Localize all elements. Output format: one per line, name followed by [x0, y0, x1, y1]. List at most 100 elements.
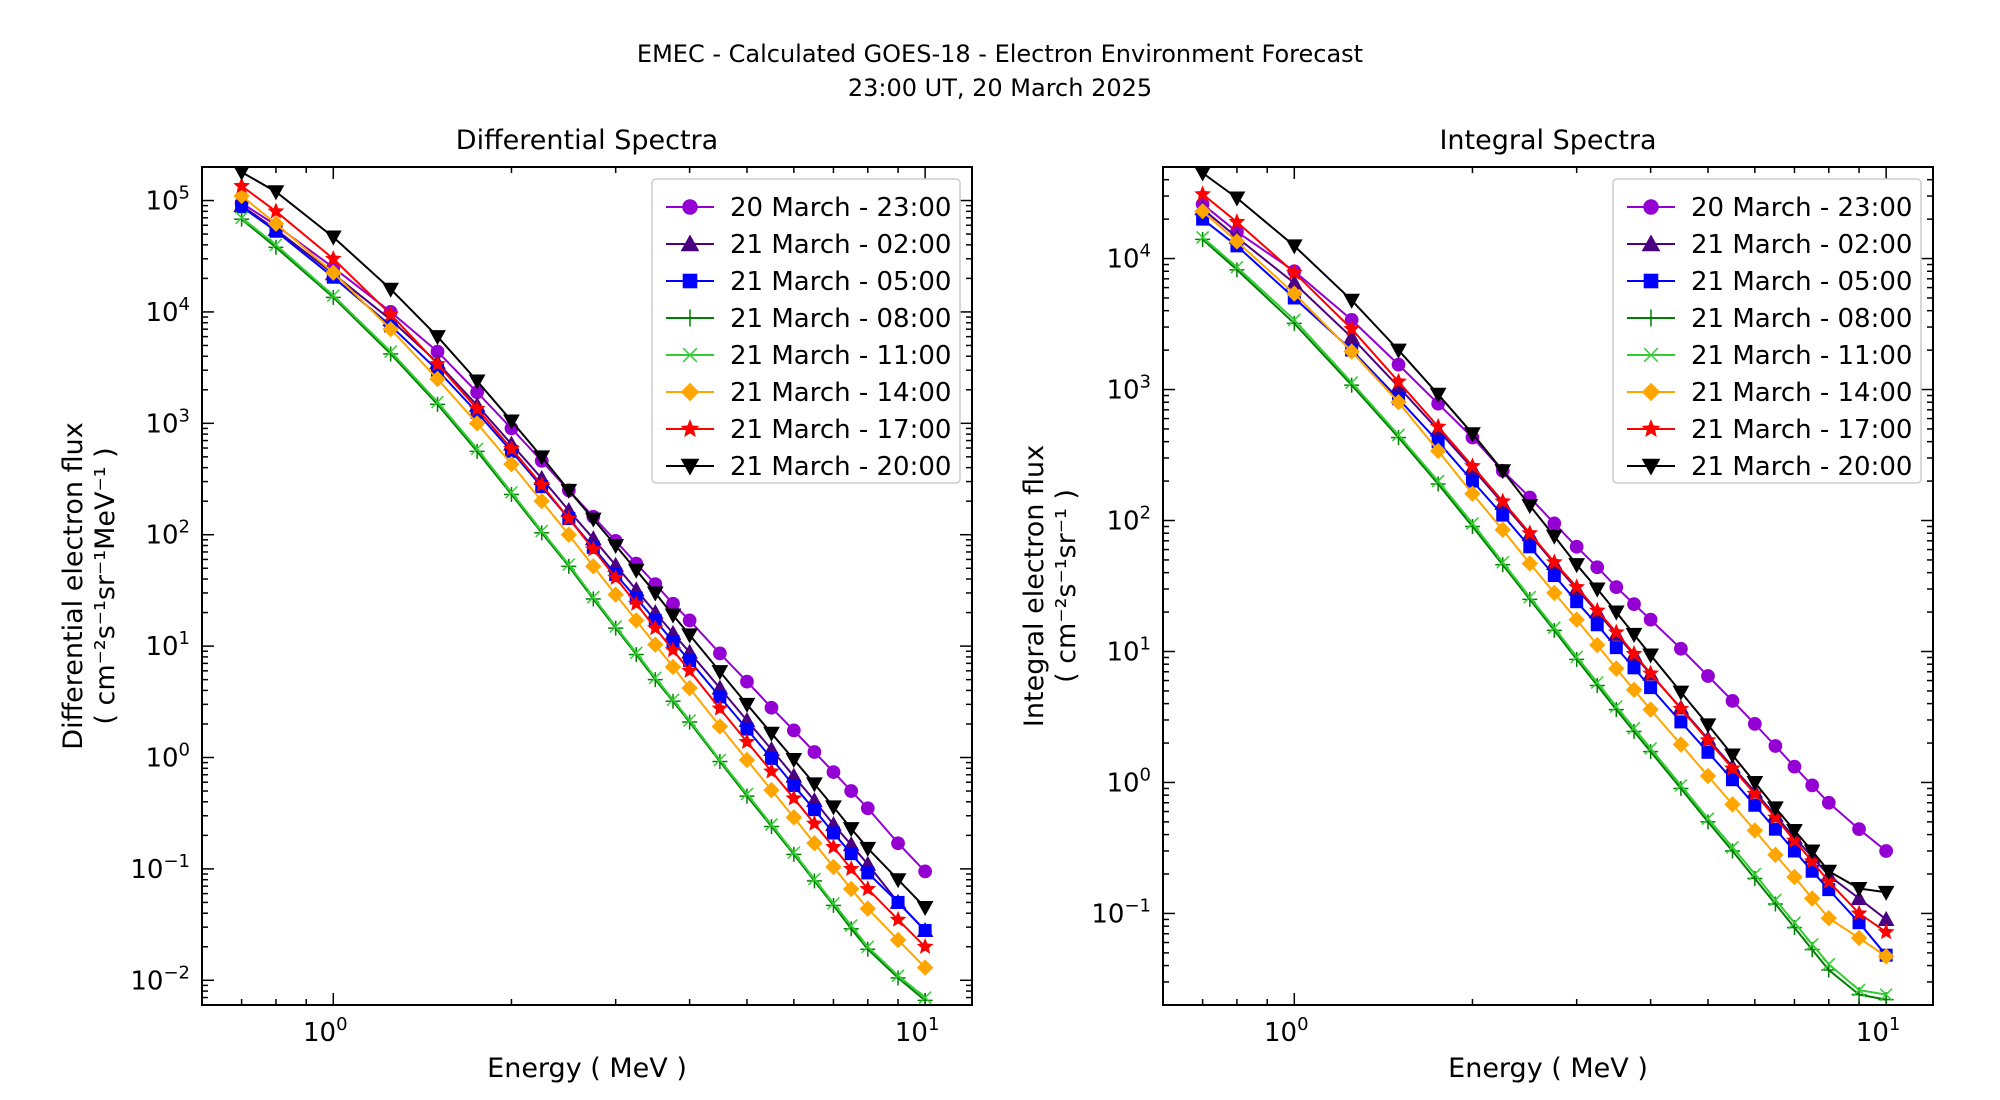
integral-chart-title: Integral Spectra — [1439, 125, 1656, 156]
integral-data-point — [1820, 872, 1838, 889]
integral-x-tick-label: 101 — [1856, 1014, 1901, 1048]
integral-y-axis-label: Integral electron flux — [1019, 445, 1050, 727]
differential-series-3 — [234, 211, 933, 1005]
integral-data-point — [1607, 623, 1625, 640]
integral-data-point — [1643, 612, 1658, 627]
integral-data-point — [1494, 464, 1512, 480]
differential-y-axis-label: Differential electron flux — [58, 422, 89, 749]
differential-legend-marker — [682, 199, 698, 215]
differential-data-point — [763, 819, 779, 835]
differential-data-point — [533, 492, 550, 510]
differential-axes-frame — [201, 166, 973, 1006]
differential-data-point — [382, 282, 400, 298]
integral-data-point — [1767, 801, 1784, 817]
differential-data-point — [325, 289, 341, 305]
integral-data-point — [1643, 744, 1659, 760]
integral-data-point — [1430, 476, 1446, 492]
integral-data-point — [1494, 521, 1511, 538]
differential-data-point — [562, 557, 576, 572]
integral-data-point — [1590, 560, 1605, 575]
integral-data-point — [1521, 555, 1539, 572]
differential-data-point — [560, 509, 578, 526]
integral-data-point — [1701, 745, 1715, 759]
differential-data-point — [682, 613, 697, 628]
differential-legend-label: 21 March - 11:00 — [730, 341, 951, 371]
differential-data-point — [324, 230, 342, 246]
integral-legend-marker — [1641, 458, 1661, 476]
differential-data-point — [859, 880, 877, 897]
differential-data-point — [844, 784, 859, 798]
differential-data-point — [859, 841, 877, 857]
integral-data-point — [1228, 213, 1246, 230]
integral-data-point — [1521, 499, 1539, 515]
differential-data-point — [918, 991, 932, 1005]
differential-data-point — [627, 563, 645, 579]
integral-data-point — [1767, 846, 1784, 864]
integral-legend-marker — [1643, 199, 1659, 215]
integral-data-point — [1877, 885, 1895, 901]
integral-data-point — [1391, 357, 1406, 372]
integral-data-point — [1699, 767, 1717, 785]
differential-data-point — [503, 486, 519, 502]
integral-legend-marker — [1642, 309, 1660, 327]
differential-legend-label: 21 March - 20:00 — [730, 452, 951, 482]
integral-data-point — [1589, 636, 1606, 654]
differential-data-point — [785, 752, 803, 769]
differential-legend-entry: 21 March - 08:00 — [666, 304, 951, 334]
integral-data-point — [1746, 775, 1764, 791]
integral-data-point — [1286, 285, 1303, 302]
integral-data-point — [1390, 343, 1407, 359]
differential-legend-entry: 21 March - 05:00 — [666, 267, 951, 297]
integral-data-point — [1672, 685, 1690, 701]
differential-data-point — [234, 211, 250, 227]
integral-data-point — [1228, 233, 1246, 250]
differential-series-7 — [234, 167, 934, 917]
differential-data-point — [806, 835, 823, 852]
integral-data-point — [1674, 715, 1688, 729]
differential-data-point — [560, 526, 578, 543]
differential-data-point — [738, 733, 756, 750]
differential-chart-title: Differential Spectra — [456, 125, 718, 156]
differential-data-point — [383, 346, 399, 362]
differential-data-point — [918, 864, 933, 879]
differential-y-tick-label: 101 — [145, 628, 190, 662]
differential-data-point — [711, 699, 729, 716]
differential-data-point — [646, 586, 664, 602]
integral-legend-label: 21 March - 17:00 — [1691, 415, 1912, 445]
figure-title-line1: EMEC - Calculated GOES-18 - Electron Env… — [636, 40, 1364, 68]
differential-data-point — [785, 809, 803, 826]
integral-data-point — [1820, 909, 1837, 927]
integral-legend-label: 21 March - 08:00 — [1691, 304, 1912, 334]
differential-data-point — [861, 866, 875, 880]
differential-data-point — [739, 788, 755, 804]
differential-data-point — [647, 672, 663, 688]
integral-legend-entry: 21 March - 14:00 — [1627, 378, 1912, 408]
differential-legend-label: 20 March - 23:00 — [730, 193, 951, 223]
integral-data-point — [1768, 739, 1783, 753]
integral-data-point — [1496, 508, 1510, 522]
differential-data-point — [806, 814, 823, 831]
differential-data-point — [807, 803, 821, 817]
integral-data-point — [1607, 605, 1625, 621]
integral-data-point — [1674, 641, 1688, 656]
integral-data-point — [1644, 741, 1658, 755]
differential-data-point — [534, 525, 550, 541]
differential-series-4 — [235, 211, 932, 1005]
differential-data-point — [233, 177, 251, 194]
integral-data-point — [1590, 618, 1604, 632]
differential-data-point — [859, 900, 876, 917]
differential-data-point — [607, 586, 624, 603]
integral-y-tick-label: 103 — [1106, 372, 1151, 406]
integral-data-point — [1523, 590, 1537, 604]
integral-data-point — [1699, 731, 1717, 748]
integral-legend-marker — [1641, 419, 1661, 437]
differential-data-point — [785, 789, 803, 806]
differential-y-tick-label: 102 — [145, 517, 190, 551]
integral-data-point — [1822, 957, 1836, 971]
integral-data-point — [1852, 822, 1866, 837]
integral-series-5 — [1194, 202, 1895, 965]
integral-legend-box — [1612, 178, 1922, 484]
integral-data-point — [1391, 430, 1407, 446]
differential-data-point — [646, 619, 664, 636]
